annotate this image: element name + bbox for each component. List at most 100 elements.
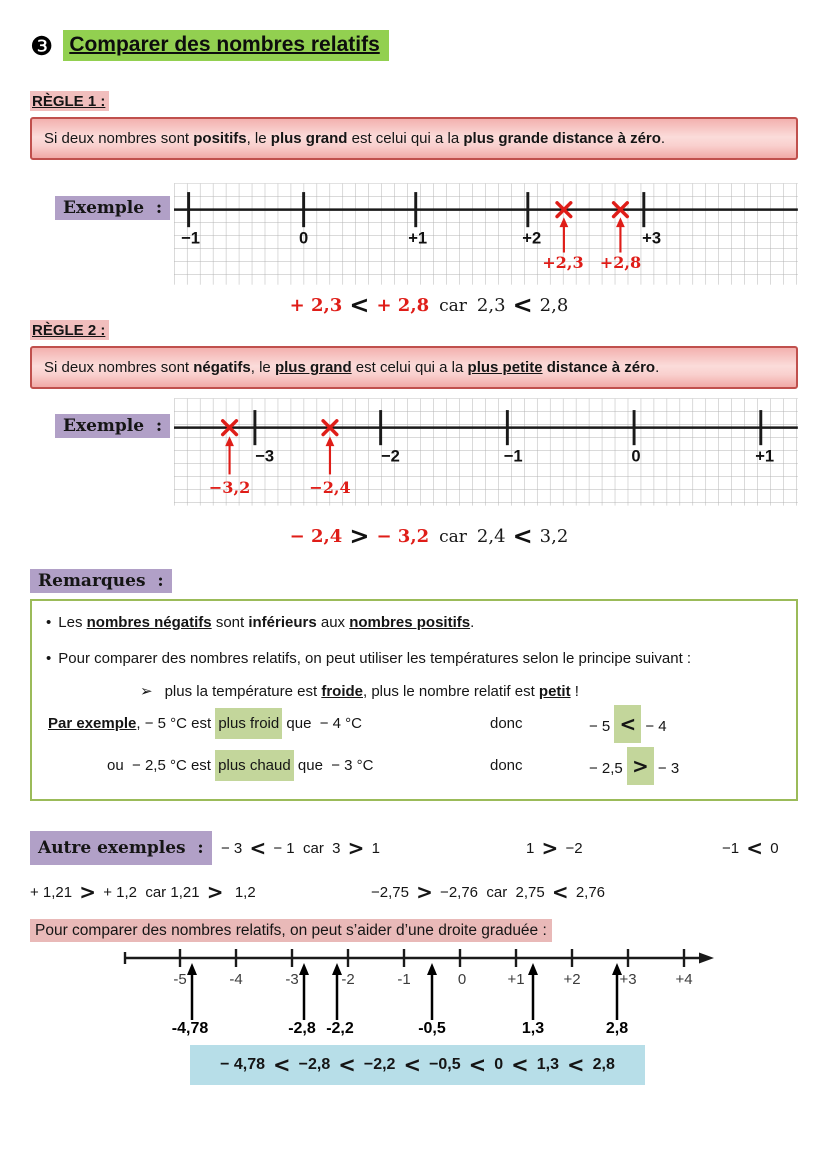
donc-label: donc <box>490 715 523 732</box>
rule1-box: Si deux nombres sont positifs, le plus g… <box>30 117 798 160</box>
cmp-number: − 3,2 <box>376 526 430 547</box>
rule1-text: , le <box>246 130 271 147</box>
svg-text:−1: −1 <box>504 447 523 466</box>
cmp-car: car <box>439 527 467 547</box>
graduated-line-intro: Pour comparer des nombres relatifs, on p… <box>30 919 798 943</box>
cmp-number: − 1 car 3 <box>269 840 345 857</box>
greater-than-sign: > <box>347 836 365 860</box>
lead-bold-underline: Par exemple <box>48 715 137 732</box>
greater-than-sign: > <box>79 880 97 904</box>
less-than-sign: < <box>349 291 370 319</box>
svg-text:+1: +1 <box>408 229 427 248</box>
cmp-number: + 2,8 <box>376 295 430 316</box>
svg-text:+3: +3 <box>619 971 636 988</box>
svg-text:+2: +2 <box>522 229 541 248</box>
svg-text:−2: −2 <box>381 447 400 466</box>
svg-text:−3,2: −3,2 <box>209 478 250 497</box>
right-arrowhead-icon <box>699 952 714 964</box>
svg-text:+1: +1 <box>507 971 524 988</box>
remark-text: Pour comparer des nombres relatifs, on p… <box>58 650 692 667</box>
svg-text:0: 0 <box>458 971 466 988</box>
rule1-bold: plus grand <box>270 130 348 147</box>
number-line-example2: −3 −2 −1 0 +1 −3,2 −2,4 <box>174 398 798 506</box>
less-than-sign: < <box>512 522 533 550</box>
less-than-sign: < <box>511 1053 529 1077</box>
rule1-bold: plus grande distance à zéro <box>463 130 661 147</box>
remark-bullet-2: • Pour comparer des nombres relatifs, on … <box>46 649 782 669</box>
axis-ticks <box>253 410 763 446</box>
temp-comparison: − 2,5 > − 3 <box>589 747 679 786</box>
cmp-number: + 1,21 <box>30 884 77 901</box>
cmp-number: − 4,78 <box>220 1056 266 1073</box>
cmp-number: 1,2 <box>226 884 256 901</box>
rule2-text: , le <box>250 359 275 376</box>
cmp-number: 2,3 <box>476 295 506 316</box>
example2-comparison: − 2,4 > − 3,2 car 2,4 <3,2 <box>30 521 798 551</box>
rule1-bold: positifs <box>193 130 247 147</box>
remark-bold-underline: froide <box>321 683 363 700</box>
svg-text:+3: +3 <box>642 229 661 248</box>
svg-text:-2,8: -2,8 <box>288 1020 316 1037</box>
more-examples-row1: Autre exemples : − 3 < − 1 car 3 > 1 1 >… <box>30 831 798 865</box>
highlight-plus-chaud: plus chaud <box>215 750 294 781</box>
tick-labels: -5 -4 -3 -2 -1 0 +1 +2 +3 +4 <box>173 971 692 988</box>
up-arrow-icon <box>187 963 622 1020</box>
svg-text:+4: +4 <box>675 971 692 988</box>
intro-text: Pour comparer des nombres relatifs, on p… <box>30 919 552 942</box>
cmp-number: − 2,5 <box>589 760 627 777</box>
ordered-comparison-bar: − 4,78 < −2,8 < −2,2 < −0,5 <0 <1,3 <2,8 <box>190 1045 645 1085</box>
temp-text-seg: , − 5 °C est <box>136 715 216 732</box>
temp-text: ou − 2,5 °C est plus chaud que − 3 °C <box>107 749 374 783</box>
up-arrow-icon <box>559 217 625 253</box>
cmp-number: −2,76 car 2,75 <box>435 884 549 901</box>
remark-text: plus la température est <box>164 683 322 700</box>
axis-ticks <box>187 192 646 228</box>
temperature-example-2: ou − 2,5 °C est plus chaud que − 3 °C do… <box>46 747 782 786</box>
more-examples-label: Autre exemples : <box>30 831 212 865</box>
remark-bold-underline: nombres positifs <box>349 614 471 631</box>
less-than-sign: < <box>249 836 267 860</box>
cmp-number: − 2,4 <box>289 526 343 547</box>
svg-text:-2,2: -2,2 <box>326 1020 354 1037</box>
cmp-number: 1 <box>367 840 380 857</box>
cmp-number: − 5 <box>589 718 615 735</box>
remarks-label: Remarques : <box>30 569 172 593</box>
axis-ticks <box>123 949 686 967</box>
cmp-number: 2,4 <box>476 526 506 547</box>
cmp-number: + 1,2 car 1,21 <box>99 884 204 901</box>
example2: Exemple : −3 −2 −1 0 +1 <box>30 397 798 507</box>
rule2-bold-underline: plus petite <box>467 359 543 376</box>
cmp-number: −0,5 <box>429 1056 461 1073</box>
svg-text:2,8: 2,8 <box>606 1020 628 1037</box>
svg-text:-2: -2 <box>341 971 354 988</box>
svg-text:-3: -3 <box>285 971 298 988</box>
point-labels: -4,78 -2,8 -2,2 -0,5 1,3 2,8 <box>172 1020 628 1037</box>
cmp-number: 2,8 <box>539 295 569 316</box>
svg-text:+2: +2 <box>563 971 580 988</box>
section-number-icon: ❸ <box>30 30 54 61</box>
svg-text:−3: −3 <box>255 447 274 466</box>
grid-paper <box>174 398 798 506</box>
greater-than-sign: > <box>349 522 370 550</box>
svg-text:-4: -4 <box>229 971 242 988</box>
svg-text:-5: -5 <box>173 971 186 988</box>
example1: Exemple : −1 0 +1 +2 +3 <box>30 182 798 286</box>
temp-text: Par exemple, − 5 °C est plus froid que −… <box>48 707 362 741</box>
rule2-text: . <box>655 359 660 376</box>
rule2-text: est celui qui a la <box>351 359 468 376</box>
cmp-number: − 4 <box>641 718 667 735</box>
less-than-sign-highlight: < <box>614 705 642 743</box>
bullet-icon: • <box>46 614 52 631</box>
temp-comparison: − 5 < − 4 <box>589 705 667 744</box>
cmp-number: −2 <box>561 840 583 857</box>
cmp-number: −2,2 <box>363 1056 396 1073</box>
rule1-heading: RÈGLE 1 : <box>30 91 798 111</box>
cmp-number: −2,8 <box>298 1056 331 1073</box>
temp-text-seg: ou − 2,5 °C est <box>107 757 216 774</box>
greater-than-sign-highlight: > <box>626 747 654 785</box>
svg-text:-1: -1 <box>397 971 410 988</box>
number-line-example1: −1 0 +1 +2 +3 +2,3 +2,8 <box>174 183 798 285</box>
cmp-number: + 2,3 <box>289 295 343 316</box>
temp-text-seg: que − 3 °C <box>293 757 374 774</box>
